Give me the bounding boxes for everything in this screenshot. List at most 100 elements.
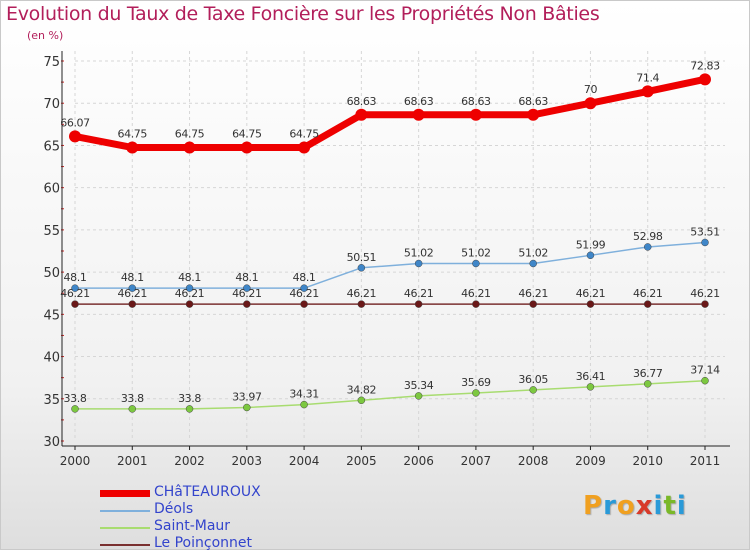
data-point: [185, 284, 194, 292]
series-line: [71, 75, 709, 152]
data-label: 46.21: [289, 287, 319, 300]
legend-swatch: [100, 510, 150, 512]
legend-label: CHâTEAUROUX: [154, 484, 261, 500]
proxiti-logo: Proxiti: [583, 491, 687, 521]
data-label: 48.1: [64, 271, 87, 284]
logo-letter: i: [653, 491, 664, 521]
data-point: [240, 141, 253, 154]
data-point: [529, 259, 537, 268]
y-tick-label: 70: [43, 97, 60, 112]
data-label: 51.02: [461, 246, 491, 259]
y-tick-label: 30: [43, 435, 60, 450]
data-point: [357, 300, 366, 308]
data-label: 35.69: [461, 376, 491, 389]
data-label: 33.8: [121, 392, 144, 405]
data-label: 68.63: [518, 95, 548, 108]
y-tick-label: 40: [43, 351, 60, 366]
x-tick-label: 2002: [174, 454, 205, 468]
data-point: [586, 383, 595, 391]
data-point: [529, 386, 537, 394]
data-point: [472, 259, 480, 268]
legend-label: Le Poinçonnet: [154, 535, 252, 551]
data-label: 46.21: [576, 287, 606, 300]
data-label: 46.21: [633, 287, 663, 300]
data-label: 64.75: [175, 128, 205, 141]
x-tick-label: 2007: [461, 454, 492, 468]
legend-swatch: [100, 527, 150, 529]
data-label: 72.83: [690, 59, 720, 72]
data-label: 34.82: [347, 383, 377, 396]
data-label: 48.1: [235, 271, 258, 284]
data-point: [71, 300, 79, 308]
data-point: [243, 284, 251, 292]
data-label: 64.75: [232, 128, 262, 141]
data-label: 64.75: [118, 128, 148, 141]
data-point: [355, 108, 368, 121]
x-tick-label: 2010: [632, 454, 663, 468]
data-label: 51.99: [576, 238, 606, 251]
logo-letter: x: [635, 491, 654, 521]
x-tick-label: 2003: [232, 454, 263, 468]
data-label: 36.41: [576, 370, 606, 383]
y-tick-label: 45: [43, 308, 60, 323]
data-point: [586, 251, 595, 260]
data-label: 70: [584, 83, 598, 96]
data-label: 46.21: [461, 287, 491, 300]
data-point: [300, 300, 308, 308]
data-point: [412, 108, 425, 121]
data-label: 68.63: [461, 95, 491, 108]
data-point: [643, 243, 652, 251]
data-label: 36.77: [633, 367, 663, 380]
data-point: [701, 300, 709, 308]
legend-swatch: [100, 490, 150, 497]
data-point: [69, 130, 81, 143]
x-tick-label: 2006: [403, 454, 434, 468]
y-tick-label: 65: [43, 139, 60, 154]
series-line: [74, 379, 706, 410]
data-label: 34.31: [289, 388, 319, 401]
data-label: 64.75: [289, 128, 319, 141]
data-point: [357, 396, 366, 405]
data-label: 33.97: [232, 390, 262, 403]
data-label: 46.21: [404, 287, 434, 300]
data-label: 50.51: [347, 251, 377, 264]
y-tick-label: 35: [43, 393, 60, 408]
y-tick-label: 60: [43, 182, 60, 197]
logo-letter: P: [583, 491, 604, 521]
data-point: [300, 400, 308, 409]
data-label: 46.21: [518, 287, 548, 300]
data-point: [643, 300, 652, 308]
data-label: 53.51: [690, 225, 720, 238]
chart-title: Evolution du Taux de Taxe Foncière sur l…: [6, 3, 600, 25]
logo-letter: t: [663, 491, 677, 521]
x-tick-label: 2005: [346, 454, 377, 468]
logo-letter: o: [616, 491, 636, 521]
data-point: [701, 238, 709, 247]
data-point: [643, 380, 652, 388]
legend-swatch: [100, 544, 150, 546]
data-label: 48.1: [178, 271, 201, 284]
y-tick-label: 50: [43, 266, 60, 281]
logo-letter: r: [603, 491, 617, 521]
data-label: 71.4: [636, 71, 659, 84]
data-point: [641, 85, 654, 98]
data-point: [243, 403, 251, 412]
data-point: [586, 300, 595, 308]
legend-label: Déols: [154, 501, 194, 517]
data-label: 33.8: [178, 392, 201, 405]
data-label: 51.02: [404, 246, 434, 259]
data-label: 51.02: [518, 246, 548, 259]
data-point: [529, 300, 537, 308]
data-point: [527, 108, 540, 121]
data-label: 46.21: [175, 287, 205, 300]
data-point: [300, 284, 308, 292]
x-tick-label: 2011: [690, 454, 721, 468]
data-point: [414, 300, 423, 308]
data-label: 48.1: [293, 271, 316, 284]
x-tick-label: 2000: [60, 454, 91, 468]
y-tick-label: 75: [43, 55, 60, 70]
data-label: 66.07: [60, 116, 90, 129]
data-point: [298, 141, 311, 154]
